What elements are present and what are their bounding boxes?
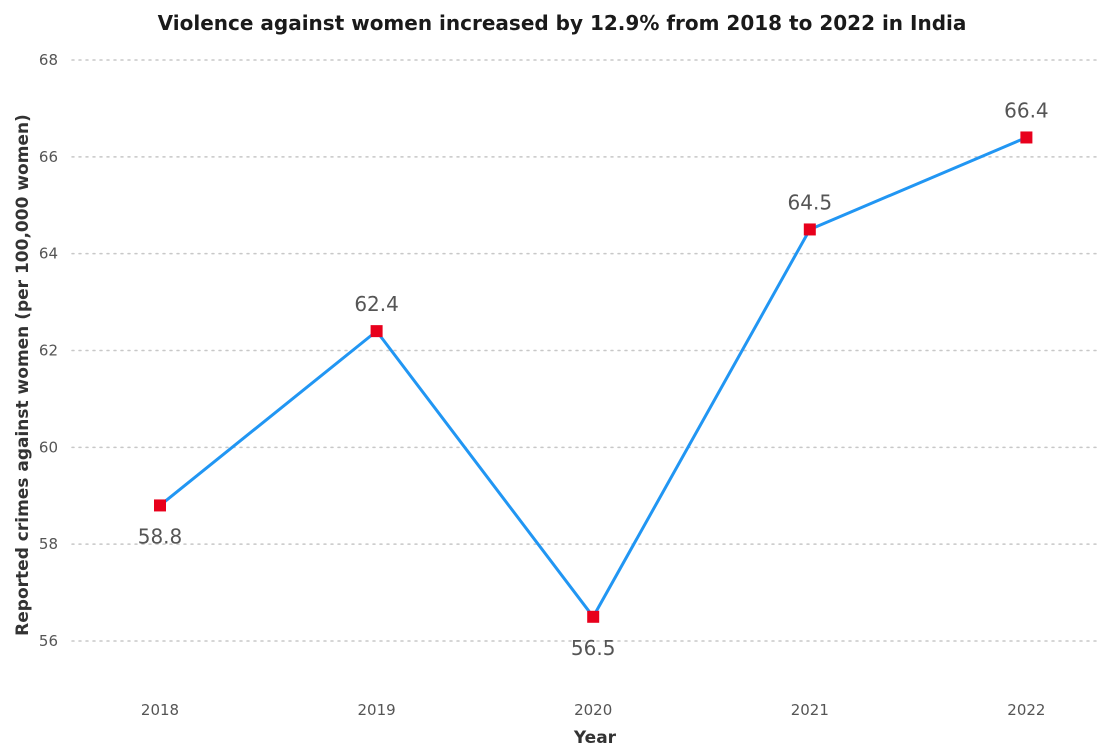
data-label: 64.5 bbox=[788, 190, 833, 214]
y-axis-title: Reported crimes against women (per 100,0… bbox=[13, 114, 33, 636]
y-tick-label: 56 bbox=[39, 632, 58, 650]
x-axis-ticks: 2018 2019 2020 2021 2022 bbox=[141, 701, 1046, 719]
chart-title: Violence against women increased by 12.9… bbox=[158, 11, 967, 35]
series-layer bbox=[154, 131, 1033, 623]
x-axis-title: Year bbox=[573, 728, 617, 747]
x-tick-label: 2020 bbox=[574, 701, 612, 719]
gridlines bbox=[71, 59, 1101, 642]
y-tick-label: 68 bbox=[39, 51, 58, 69]
x-tick-label: 2018 bbox=[141, 701, 179, 719]
x-tick-label: 2019 bbox=[358, 701, 396, 719]
data-point-marker bbox=[587, 610, 600, 623]
y-tick-label: 66 bbox=[39, 148, 58, 166]
y-axis-ticks: 56 58 60 62 64 66 68 bbox=[39, 51, 58, 650]
y-tick-label: 64 bbox=[39, 245, 58, 263]
data-point-marker bbox=[1020, 131, 1033, 144]
data-labels: 58.8 62.4 56.5 64.5 66.4 bbox=[138, 98, 1049, 659]
y-tick-label: 60 bbox=[39, 438, 58, 456]
data-label: 56.5 bbox=[571, 636, 616, 660]
y-tick-label: 62 bbox=[39, 342, 58, 360]
data-point-marker bbox=[803, 223, 816, 236]
data-label: 62.4 bbox=[354, 292, 399, 316]
data-label: 58.8 bbox=[138, 524, 183, 548]
x-tick-label: 2022 bbox=[1007, 701, 1045, 719]
data-label: 66.4 bbox=[1004, 98, 1049, 122]
y-tick-label: 58 bbox=[39, 535, 58, 553]
x-tick-label: 2021 bbox=[791, 701, 829, 719]
data-point-marker bbox=[154, 499, 166, 512]
data-point-marker bbox=[370, 325, 383, 338]
